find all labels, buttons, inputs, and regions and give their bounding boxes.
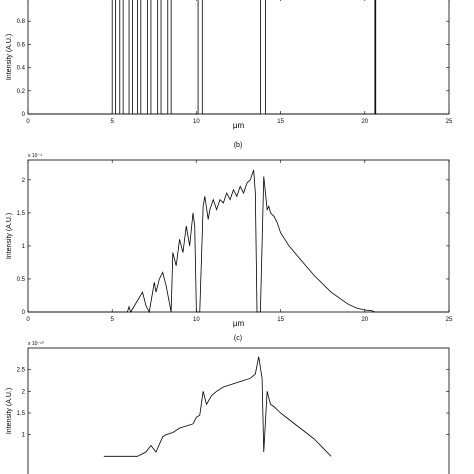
x-tick-label: 0	[26, 119, 30, 125]
series-line	[28, 0, 449, 115]
plot-frame	[27, 347, 450, 474]
y-tick-label: 2.5	[17, 368, 26, 374]
series-line	[28, 169, 449, 314]
x-tick-label: 20	[361, 119, 368, 125]
y-tick-label: 0	[22, 310, 26, 316]
plot-frame	[27, 159, 450, 313]
y-tick-label: 0.8	[17, 19, 26, 25]
y-axis-label: Intensity (A.U.)	[6, 213, 13, 259]
panel-label: (b)	[234, 142, 243, 149]
y-tick-label: 0.2	[17, 89, 26, 95]
x-tick-label: 20	[361, 317, 368, 323]
chart-panel-1: 0 5 10 15 20 25 0 0.2 0.4 0.6 0.8 Intensity (A.U.) μ…	[6, 0, 453, 130]
x-tick-label: 5	[111, 317, 115, 323]
y-tick-label: 1	[22, 244, 26, 250]
chart-panel-3: 1 1.5 2 2.5 Intensity (A.U.) x 10⁻¹⁰ (c)	[6, 335, 450, 474]
y-tick-label: 2	[22, 389, 26, 395]
y-tick-label: 1.5	[17, 411, 26, 417]
plot-frame	[27, 0, 450, 115]
x-tick-label: 25	[446, 119, 453, 125]
chart-panel-2: 0 5 10 15 20 25 0 0.5 1 1.5 2 Intensity (A.U.) μm x 1…	[6, 142, 453, 328]
x-tick-label: 10	[193, 317, 200, 323]
x-tick-label: 15	[277, 119, 284, 125]
y-axis-label: Intensity (A.U.)	[6, 34, 13, 80]
series-line	[103, 356, 332, 457]
x-tick-label: 0	[26, 317, 30, 323]
y-tick-label: 2	[22, 178, 26, 184]
y-exponent-label: x 10⁻¹⁰	[28, 341, 44, 347]
x-tick-label: 10	[193, 119, 200, 125]
y-tick-label: 0	[22, 112, 26, 118]
x-axis-label: μm	[233, 319, 245, 328]
panel-label: (c)	[234, 335, 242, 342]
y-exponent-label: x 10⁻⁴	[28, 153, 42, 159]
y-tick-label: 1	[22, 433, 26, 439]
x-axis-label: μm	[233, 121, 245, 130]
y-tick-label: 0.5	[17, 277, 26, 283]
x-tick-label: 15	[277, 317, 284, 323]
y-tick-label: 0.4	[17, 66, 26, 72]
x-tick-label: 25	[446, 317, 453, 323]
y-tick-label: 1.5	[17, 211, 26, 217]
y-axis-label: Intensity (A.U.)	[6, 388, 13, 434]
x-tick-label: 5	[111, 119, 115, 125]
y-tick-label: 0.6	[17, 42, 26, 48]
